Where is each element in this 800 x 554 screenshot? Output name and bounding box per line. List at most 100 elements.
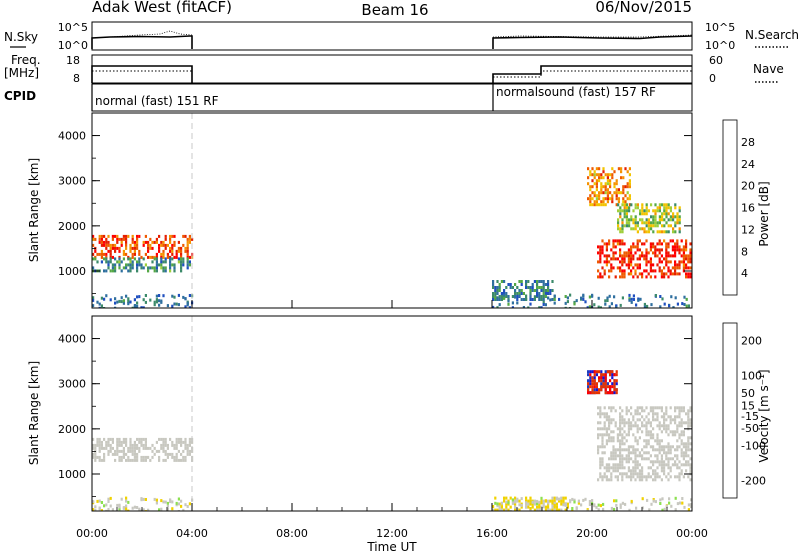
velocity-echo-cell [619, 457, 622, 461]
velocity-echo-cell [652, 469, 655, 473]
power-echo-cell [682, 260, 685, 264]
power-echo-cell [518, 292, 521, 295]
power-echo-cell [595, 188, 598, 192]
power-echo-cell [533, 298, 536, 301]
power-echo-cell [186, 246, 189, 250]
velocity-echo-cell [608, 463, 611, 467]
power-ground-cell [606, 299, 609, 302]
velocity-echo-cell [634, 463, 637, 467]
velocity-ground-cell [597, 508, 600, 511]
power-echo-cell [626, 185, 629, 189]
power-echo-cell [638, 272, 641, 276]
power-echo-cell [503, 280, 506, 283]
velocity-echo-cell [587, 391, 590, 395]
velocity-ground-cell [166, 501, 169, 505]
velocity-echo-cell [641, 466, 644, 470]
power-ground-cell [142, 306, 145, 308]
velocity-ground-cell [652, 499, 655, 503]
power-echo-cell [125, 252, 128, 256]
velocity-echo-cell [647, 457, 650, 461]
velocity-echo-cell [116, 446, 119, 450]
velocity-ground-cell [536, 499, 539, 503]
power-ground-cell [166, 304, 169, 308]
power-echo-cell [636, 242, 639, 246]
power-echo-cell [685, 242, 688, 246]
velocity-echo-cell [632, 433, 635, 437]
velocity-ground-cell [177, 497, 180, 501]
velocity-echo-cell [591, 376, 594, 380]
power-echo-cell [671, 248, 674, 252]
power-echo-cell [667, 275, 670, 279]
velocity-echo-cell [645, 427, 648, 431]
velocity-echo-cell [682, 421, 685, 425]
power-echo-cell [597, 245, 600, 249]
velocity-echo-cell [116, 449, 119, 453]
velocity-echo-cell [589, 391, 592, 395]
power-echo-cell [643, 212, 646, 216]
velocity-echo-cell [654, 412, 657, 416]
power-echo-cell [665, 263, 668, 267]
power-echo-cell [153, 240, 156, 244]
velocity-echo-cell [153, 452, 156, 456]
power-echo-cell [622, 200, 625, 204]
power-echo-cell [645, 224, 648, 228]
velocity-echo-cell [188, 437, 191, 441]
power-echo-cell [632, 254, 635, 258]
velocity-echo-cell [549, 499, 552, 503]
power-echo-cell [529, 295, 532, 298]
power-echo-cell [96, 260, 99, 264]
power-echo-cell [105, 243, 108, 247]
power-echo-cell [671, 272, 674, 276]
power-echo-cell [127, 257, 130, 261]
velocity-echo-cell [120, 443, 123, 447]
velocity-echo-cell [645, 478, 648, 482]
power-echo-cell [632, 209, 635, 213]
power-echo-cell [144, 234, 147, 238]
velocity-echo-cell [660, 445, 663, 449]
velocity-echo-cell [610, 457, 613, 461]
velocity-echo-cell [507, 499, 510, 503]
velocity-echo-cell [173, 455, 176, 459]
velocity-echo-cell [687, 421, 690, 425]
power-ground-cell [670, 295, 673, 299]
power-echo-cell [602, 200, 605, 204]
power-echo-cell [676, 272, 679, 276]
power-echo-cell [612, 266, 615, 270]
velocity-echo-cell [603, 445, 606, 449]
power-echo-cell [616, 242, 619, 246]
power-ground-cell [630, 297, 633, 301]
power-echo-cell [650, 227, 653, 231]
power-echo-cell [142, 266, 145, 270]
velocity-echo-cell [674, 430, 677, 434]
power-echo-cell [658, 239, 661, 243]
power-echo-cell [149, 243, 152, 247]
power-echo-cell [643, 227, 646, 231]
power-echo-cell [540, 280, 543, 283]
power-echo-cell [603, 242, 606, 246]
velocity-echo-cell [678, 436, 681, 440]
velocity-echo-cell [669, 415, 672, 419]
velocity-echo-cell [118, 443, 121, 447]
power-echo-cell [672, 218, 675, 222]
velocity-echo-cell [656, 424, 659, 428]
velocity-echo-cell [589, 379, 592, 383]
power-echo-cell [587, 182, 590, 186]
power-echo-cell [542, 289, 545, 292]
velocity-echo-cell [658, 445, 661, 449]
velocity-echo-cell [182, 455, 185, 459]
power-echo-cell [129, 257, 132, 261]
velocity-echo-cell [610, 454, 613, 458]
velocity-echo-cell [669, 430, 672, 434]
velocity-echo-cell [621, 409, 624, 413]
power-echo-cell [111, 246, 114, 250]
velocity-echo-cell [612, 469, 615, 473]
power-echo-cell [669, 209, 672, 213]
velocity-echo-cell [180, 437, 183, 441]
velocity-echo-cell [593, 373, 596, 377]
power-echo-cell [129, 263, 132, 267]
power-echo-cell [628, 221, 631, 225]
velocity-echo-cell [634, 466, 637, 470]
velocity-echo-cell [627, 466, 630, 470]
velocity-echo-cell [494, 496, 497, 500]
velocity-echo-cell [630, 457, 633, 461]
